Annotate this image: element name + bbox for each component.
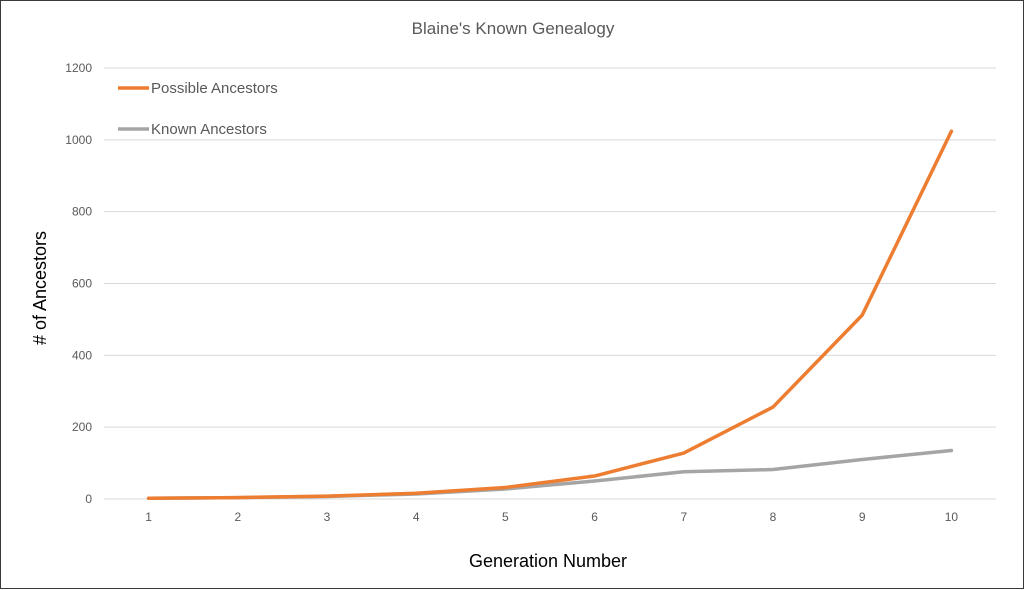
y-tick-label: 1000	[65, 133, 92, 147]
x-tick-label: 8	[770, 510, 777, 524]
x-tick-label: 4	[413, 510, 420, 524]
legend: Possible Ancestors Known Ancestors	[118, 80, 278, 138]
x-tick-label: 5	[502, 510, 509, 524]
y-tick-label: 200	[72, 420, 92, 434]
series-line-known-ancestors	[146, 448, 954, 501]
y-tick-label: 400	[72, 348, 92, 362]
x-tick-label: 3	[324, 510, 331, 524]
x-axis-label: Generation Number	[469, 551, 627, 571]
y-axis-ticks: 0 200 400 600 800 1000 1200	[65, 61, 92, 506]
y-tick-label: 600	[72, 277, 92, 291]
series-lines	[146, 129, 954, 501]
legend-label: Known Ancestors	[151, 121, 267, 138]
x-tick-label: 6	[591, 510, 598, 524]
chart-title: Blaine's Known Genealogy	[412, 19, 615, 38]
x-tick-label: 2	[234, 510, 241, 524]
x-tick-label: 9	[859, 510, 866, 524]
gridlines	[104, 67, 996, 500]
x-tick-label: 10	[945, 510, 959, 524]
x-tick-label: 7	[680, 510, 687, 524]
y-tick-label: 0	[85, 492, 92, 506]
y-axis-label: # of Ancestors	[30, 231, 50, 345]
series-line-possible-ancestors	[146, 129, 954, 501]
x-axis-ticks: 1 2 3 4 5 6 7 8 9 10	[145, 510, 958, 524]
y-tick-label: 800	[72, 205, 92, 219]
legend-label: Possible Ancestors	[151, 80, 278, 97]
x-tick-label: 1	[145, 510, 152, 524]
y-tick-label: 1200	[65, 61, 92, 75]
